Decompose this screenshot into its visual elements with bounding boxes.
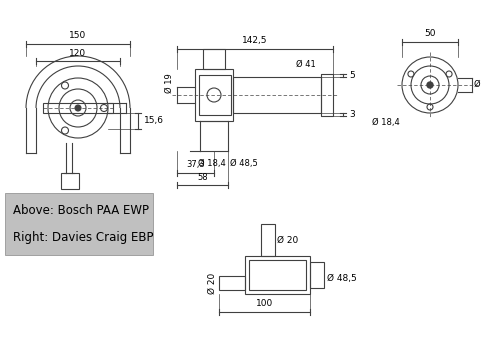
Circle shape xyxy=(75,105,81,111)
Text: 58: 58 xyxy=(197,172,208,182)
Bar xyxy=(249,260,306,290)
Bar xyxy=(203,49,225,69)
Bar xyxy=(61,173,79,189)
Circle shape xyxy=(427,82,433,88)
Text: 120: 120 xyxy=(69,49,87,57)
Text: 100: 100 xyxy=(256,300,273,308)
Bar xyxy=(43,103,113,113)
Text: Right: Davies Craig EBP: Right: Davies Craig EBP xyxy=(13,231,153,243)
Text: Ø 20: Ø 20 xyxy=(208,272,217,294)
Text: 150: 150 xyxy=(69,32,87,40)
Text: Ø 18,4: Ø 18,4 xyxy=(372,118,400,127)
Bar xyxy=(310,262,324,288)
Text: 15,6: 15,6 xyxy=(144,117,164,125)
Text: 37,3: 37,3 xyxy=(186,160,205,170)
Text: Ø 19: Ø 19 xyxy=(165,73,174,93)
Bar xyxy=(233,77,321,113)
Text: Ø 48,5: Ø 48,5 xyxy=(230,159,258,168)
Bar xyxy=(219,276,245,290)
Text: Ø 41: Ø 41 xyxy=(296,60,316,69)
Bar xyxy=(5,193,153,255)
Bar xyxy=(245,256,310,294)
Text: 142,5: 142,5 xyxy=(242,36,268,46)
Text: Ø 48,5: Ø 48,5 xyxy=(327,274,357,284)
Text: 50: 50 xyxy=(424,30,436,38)
Text: Above: Bosch PAA EWP: Above: Bosch PAA EWP xyxy=(13,204,149,218)
Bar xyxy=(321,74,333,116)
Bar xyxy=(261,224,275,256)
Text: Ø 20: Ø 20 xyxy=(277,236,298,244)
Text: 3: 3 xyxy=(349,110,355,119)
Bar xyxy=(199,75,231,115)
Text: Ø 18,4: Ø 18,4 xyxy=(198,159,226,168)
Text: Ø 19: Ø 19 xyxy=(474,80,484,88)
Bar xyxy=(195,69,233,121)
Text: 5: 5 xyxy=(349,71,355,80)
